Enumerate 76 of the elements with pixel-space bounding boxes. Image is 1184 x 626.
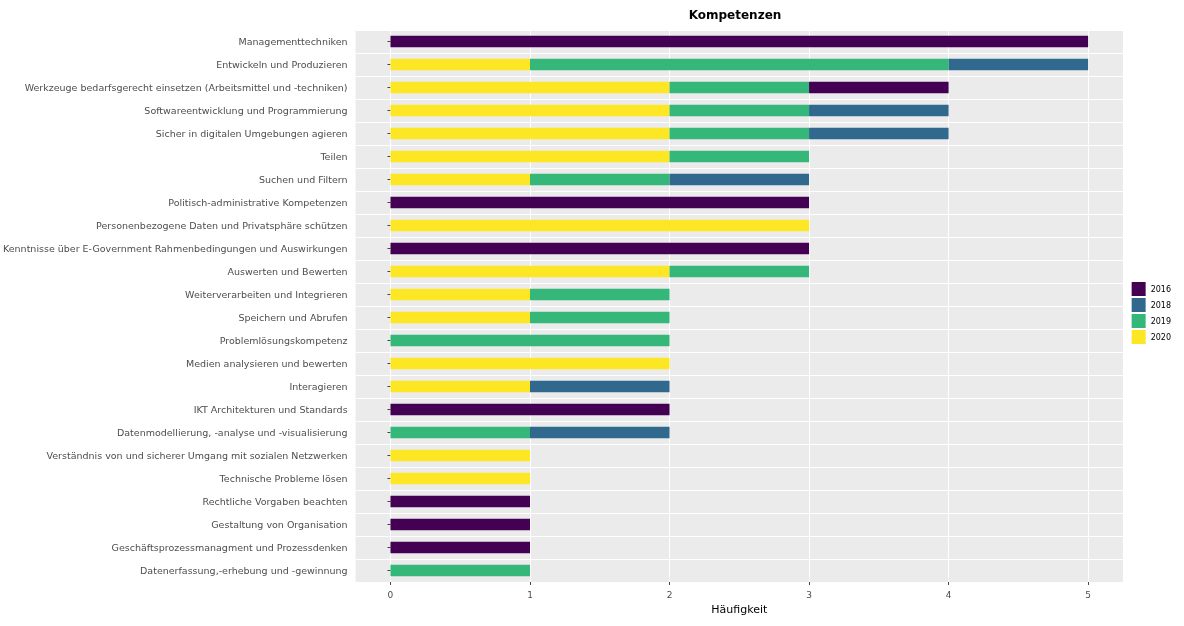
bar [390,403,670,416]
bar [530,311,670,324]
legend-label: 2020 [1150,332,1171,342]
legend-label: 2016 [1150,284,1171,294]
x-axis-title: Häufigkeit [711,603,768,616]
bar [530,288,670,301]
bar [390,150,670,163]
y-tick-label: Auswerten und Bewerten [227,266,348,277]
y-tick-label: Kenntnisse über E-Government Rahmenbedingungen und Auswirkungen [2,243,348,254]
x-tick-label: 2 [666,589,673,600]
bar [390,380,530,393]
bar [809,81,949,94]
legend-label: 2018 [1150,300,1171,310]
bar [390,58,530,71]
y-tick-label: Interagieren [289,381,348,392]
bar [530,380,670,393]
bar [390,127,670,140]
bar [390,564,530,577]
y-tick-label: Sicher in digitalen Umgebungen agieren [155,128,348,139]
bar [669,265,810,278]
bar [390,196,810,209]
y-tick-label: Teilen [319,151,348,162]
bar [390,242,810,255]
bar [390,357,670,370]
y-tick-label: Gestaltung von Organisation [211,519,348,530]
y-tick-label: Datenerfassung,-erhebung und -gewinnung [140,565,348,576]
y-tick-label: Entwickeln und Produzieren [216,59,348,70]
bar [530,173,670,186]
y-tick-label: Rechtliche Vorgaben beachten [202,496,348,507]
bar [530,58,949,71]
bar [669,104,810,117]
bar [390,472,530,485]
bar [948,58,1089,71]
y-tick-label: Geschäftsprozessmanagment und Prozessdenken [111,542,348,553]
bar [390,81,670,94]
bar [390,495,530,508]
y-tick-label: Verständnis von und sicherer Umgang mit sozialen Netzwerken [46,450,348,461]
chart-title: Kompetenzen [688,8,782,22]
x-tick-label: 3 [806,589,812,600]
bar [669,81,810,94]
y-tick-label: Speichern und Abrufen [238,312,348,323]
bar [669,150,810,163]
y-tick-label: Personenbezogene Daten und Privatsphäre schützen [96,220,348,231]
bar [669,127,810,140]
x-tick-label: 4 [945,589,952,600]
bar [390,518,530,531]
bar [809,104,949,117]
bar [530,426,670,439]
y-tick-label: Politisch-administrative Kompetenzen [168,197,348,208]
y-tick-label: Medien analysieren und bewerten [185,358,348,369]
bar [390,426,530,439]
bar [390,219,810,232]
bar [390,288,530,301]
bar [390,173,530,186]
legend-label: 2019 [1150,316,1171,326]
y-tick-label: Softwareentwicklung und Programmierung [144,105,348,116]
y-tick-label: Suchen und Filtern [258,174,348,185]
y-tick-label: Weiterverarbeiten und Integrieren [185,289,348,300]
bar [669,173,810,186]
y-tick-label: Technische Probleme lösen [218,473,348,484]
x-tick-label: 0 [387,589,394,600]
y-tick-label: Datenmodellierung, -analyse und -visualisierung [116,427,348,438]
bar [390,541,530,554]
y-tick-label: Problemlösungskompetenz [219,335,348,346]
y-tick-label: IKT Architekturen und Standards [193,404,348,415]
x-tick-label: 5 [1085,589,1091,600]
bar [390,265,670,278]
bar [390,311,530,324]
bar [809,127,949,140]
bar [390,104,670,117]
bar [390,334,670,347]
bar [390,449,530,462]
x-tick-label: 1 [527,589,533,600]
y-tick-label: Werkzeuge bedarfsgerecht einsetzen (Arbeitsmittel und -techniken) [24,82,348,93]
bar [390,35,1089,48]
y-tick-label: Managementtechniken [238,36,348,47]
